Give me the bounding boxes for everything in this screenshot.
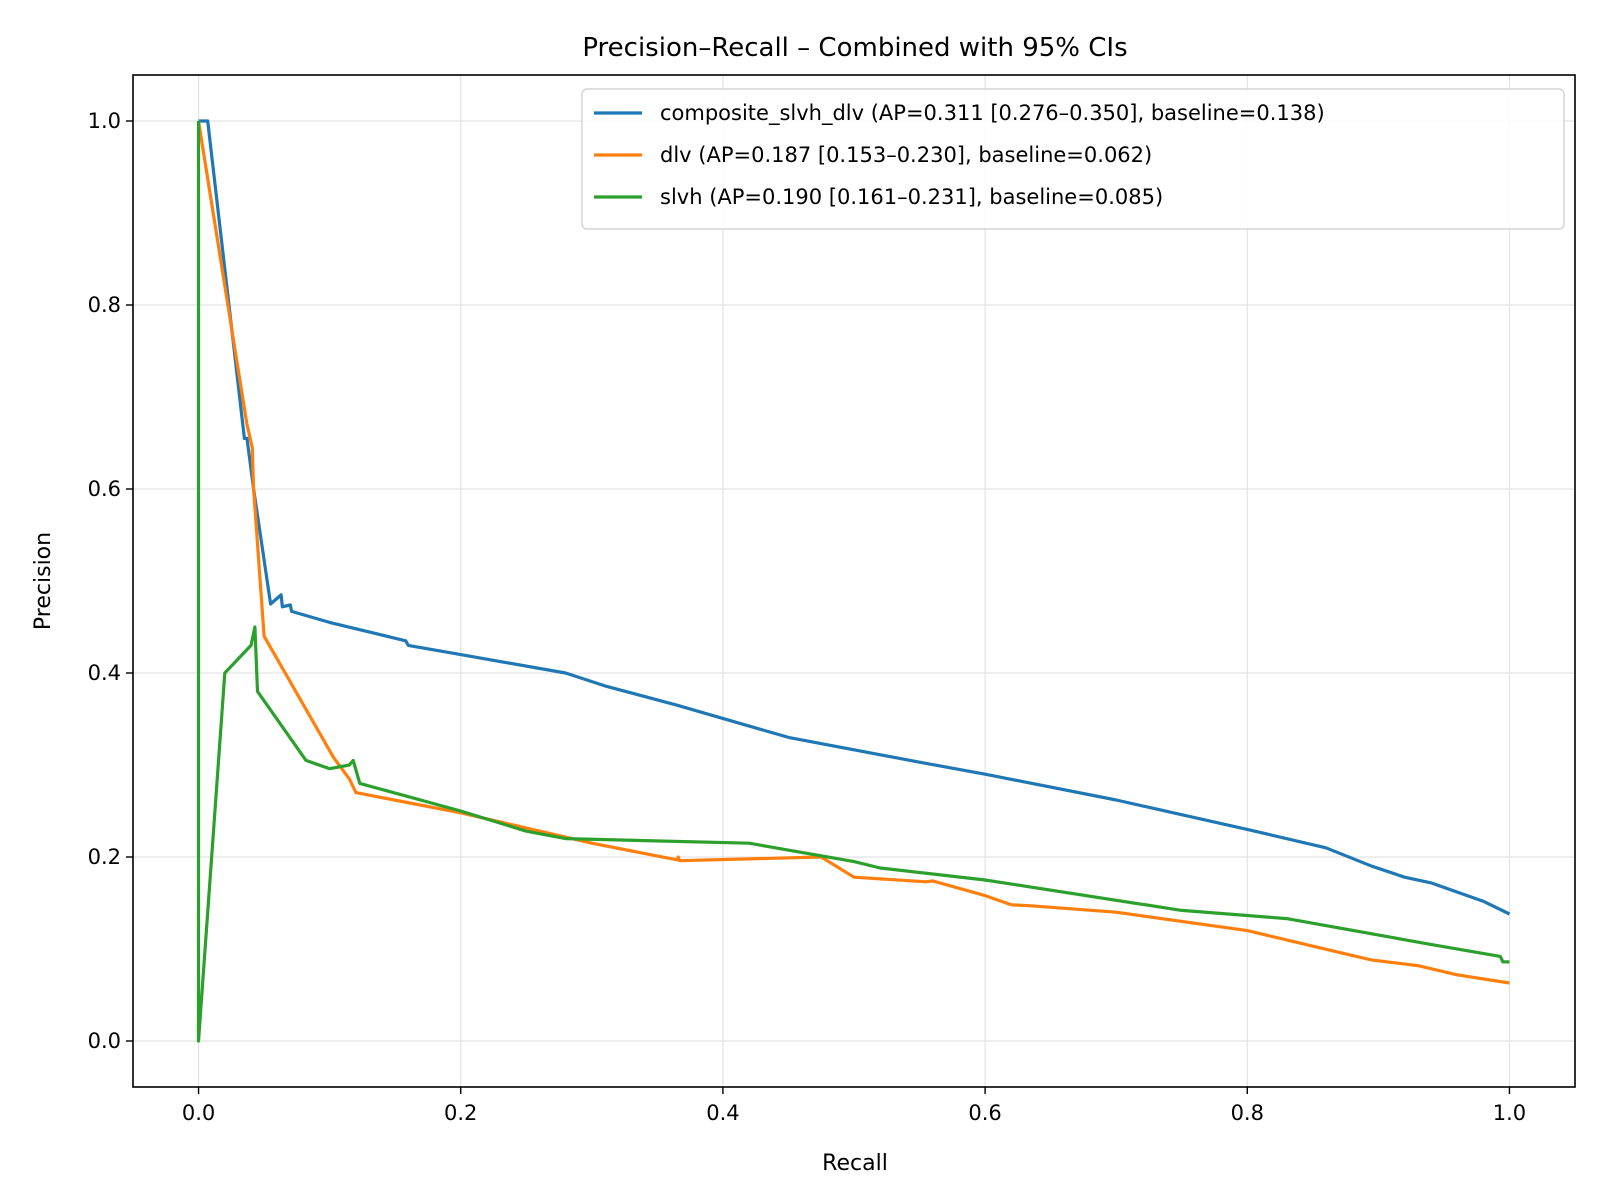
x-tick-label: 0.0 bbox=[182, 1101, 215, 1125]
legend-box bbox=[581, 88, 1565, 230]
legend-label: composite_slvh_dlv (AP=0.311 [0.276–0.35… bbox=[660, 101, 1325, 126]
axis-ticks: 0.0 0.2 0.4 0.6 0.8 1.0 0.0 0.2 0.4 0.6 0.8 1.0 bbox=[88, 109, 1527, 1125]
grid-lines bbox=[133, 75, 1575, 1087]
series-line-2 bbox=[196, 121, 1510, 1043]
y-tick-label: 0.6 bbox=[88, 477, 121, 501]
x-axis-label: Recall bbox=[822, 1151, 888, 1176]
series-line-0 bbox=[198, 119, 1511, 916]
legend-label: slvh (AP=0.190 [0.161–0.231], baseline=0… bbox=[660, 185, 1163, 209]
x-tick-label: 1.0 bbox=[1493, 1101, 1526, 1125]
x-tick-label: 0.6 bbox=[968, 1101, 1001, 1125]
y-tick-label: 0.2 bbox=[88, 845, 121, 869]
y-axis-label: Precision bbox=[31, 532, 56, 630]
plot-frame bbox=[132, 74, 1576, 1088]
x-tick-label: 0.4 bbox=[706, 1101, 739, 1125]
x-tick-label: 0.8 bbox=[1231, 1101, 1264, 1125]
x-tick-label: 0.2 bbox=[444, 1101, 477, 1125]
y-tick-label: 0.4 bbox=[88, 661, 121, 685]
chart-title: Precision–Recall – Combined with 95% CIs bbox=[582, 33, 1127, 63]
y-tick-label: 0.0 bbox=[88, 1029, 121, 1053]
legend: composite_slvh_dlv (AP=0.311 [0.276–0.35… bbox=[581, 88, 1565, 230]
y-tick-label: 1.0 bbox=[88, 109, 121, 133]
y-tick-label: 0.8 bbox=[88, 293, 121, 317]
series-group bbox=[196, 119, 1511, 1043]
legend-label: dlv (AP=0.187 [0.153–0.230], baseline=0.… bbox=[660, 143, 1152, 167]
